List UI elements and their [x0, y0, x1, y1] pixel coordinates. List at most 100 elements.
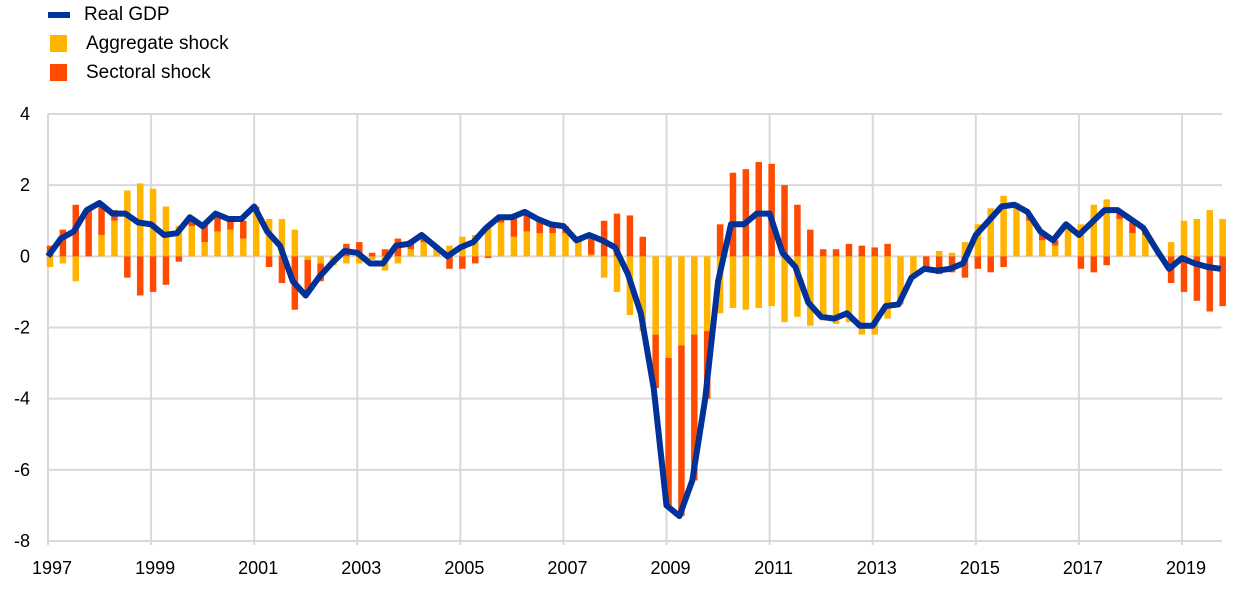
sectoral-shock-bar: [459, 256, 466, 269]
sectoral-shock-bar: [974, 256, 982, 269]
sectoral-shock-bar: [755, 162, 762, 257]
x-tick-label: 2001: [238, 558, 278, 578]
legend: Real GDP Aggregate shock Sectoral shock: [48, 0, 229, 87]
aggregate-shock-bar: [1064, 224, 1072, 257]
sectoral-shock-bar: [613, 213, 621, 257]
y-tick-label: -4: [14, 389, 30, 409]
sectoral-shock-bar: [1077, 256, 1085, 269]
sectoral-shock-bar: [265, 256, 273, 268]
aggregate-shock-bar: [72, 256, 80, 282]
sectoral-shock-bar: [948, 256, 956, 273]
aggregate-shock-bar: [536, 233, 543, 257]
aggregate-shock-bar: [497, 222, 505, 257]
sectoral-shock-bar: [549, 224, 556, 234]
aggregate-shock-bar: [1000, 195, 1007, 257]
sectoral-shock-bar: [961, 256, 969, 278]
sectoral-shock-bar: [175, 256, 183, 262]
sectoral-shock-bar: [446, 256, 453, 269]
aggregate-shock-bar: [1090, 204, 1098, 257]
aggregate-shock-bar: [278, 218, 286, 257]
legend-swatch: [50, 35, 67, 52]
sectoral-shock-bar: [536, 220, 543, 234]
sectoral-shock-bar: [639, 236, 647, 257]
aggregate-shock-bar: [613, 256, 621, 292]
aggregate-shock-bar: [587, 254, 595, 257]
x-tick-label: 2013: [857, 558, 897, 578]
y-tick-label: -6: [14, 460, 30, 480]
sectoral-shock-bar: [124, 256, 131, 278]
sectoral-shock-bar: [381, 249, 389, 257]
legend-item-real-gdp: Real GDP: [48, 0, 229, 29]
aggregate-shock-bar: [897, 256, 904, 305]
aggregate-shock-bar: [1116, 218, 1123, 257]
aggregate-shock-bar: [214, 231, 221, 257]
aggregate-shock-bar: [961, 242, 969, 257]
aggregate-shock-bar: [819, 256, 827, 321]
aggregate-shock-bar: [98, 234, 105, 257]
aggregate-shock-bar: [484, 227, 492, 257]
legend-line-swatch: [48, 11, 70, 18]
sectoral-shock-bar: [510, 217, 518, 237]
aggregate-shock-bar: [575, 242, 582, 257]
aggregate-shock-bar: [1026, 220, 1033, 257]
aggregate-shock-bar: [768, 256, 775, 307]
aggregate-shock-bar: [420, 242, 427, 257]
sectoral-shock-bar: [858, 245, 866, 257]
aggregate-shock-bar: [124, 190, 131, 257]
sectoral-shock-bar: [1219, 256, 1226, 307]
x-tick-label: 2003: [341, 558, 381, 578]
legend-label: Aggregate shock: [86, 32, 229, 54]
legend-label: Sectoral shock: [86, 61, 211, 83]
sectoral-shock-bar: [871, 247, 878, 257]
aggregate-shock-bar: [472, 234, 479, 257]
sectoral-shock-bar: [691, 334, 698, 481]
aggregate-shock-bar: [549, 233, 556, 257]
sectoral-shock-bar: [162, 256, 170, 285]
aggregate-shock-bar: [781, 256, 788, 323]
sectoral-shock-bar: [794, 204, 801, 257]
aggregate-shock-bar: [523, 231, 531, 257]
sectoral-shock-bar: [1180, 256, 1188, 292]
aggregate-shock-bar: [1129, 233, 1136, 257]
aggregate-shock-bar: [935, 250, 943, 257]
sectoral-shock-bar: [1206, 256, 1214, 312]
y-tick-label: 0: [20, 246, 30, 266]
aggregate-shock-bar: [703, 256, 711, 332]
aggregate-shock-bar: [1077, 224, 1085, 257]
sectoral-shock-bar: [356, 242, 363, 257]
sectoral-shock-bar: [214, 213, 221, 232]
sectoral-shock-bar: [884, 243, 891, 257]
sectoral-shock-bar: [587, 234, 595, 255]
sectoral-shock-bar: [98, 206, 105, 235]
gridlines: [47, 113, 1222, 545]
aggregate-shock-bar: [252, 210, 260, 257]
aggregate-shock-bar: [240, 238, 247, 257]
sectoral-shock-bar: [1103, 256, 1110, 266]
sectoral-shock-bar: [845, 243, 853, 257]
aggregate-shock-bar: [46, 256, 54, 268]
sectoral-shock-bar: [626, 215, 634, 257]
legend-swatch: [50, 64, 67, 81]
x-axis-ticks: 1997 1999 2001 2003 2005 2007 2009 2011 2013 2015…: [32, 558, 1206, 578]
sectoral-shock-bar: [987, 256, 994, 273]
x-tick-label: 2015: [960, 558, 1000, 578]
y-tick-label: -2: [14, 318, 30, 338]
sectoral-shock-bar: [1000, 256, 1007, 268]
sectoral-shock-bar: [136, 256, 144, 296]
real-gdp-line: [45, 200, 1222, 520]
sectoral-shock-bar: [278, 256, 286, 284]
aggregate-shock-bar: [948, 252, 956, 257]
sectoral-shock-bar: [729, 172, 737, 257]
sectoral-shock-bar: [768, 163, 775, 257]
y-tick-label: 4: [20, 104, 30, 124]
sectoral-shock-bar: [59, 229, 67, 257]
sectoral-shock-bar: [652, 334, 659, 388]
aggregate-shock-bar: [317, 256, 324, 264]
x-tick-label: 1999: [135, 558, 175, 578]
aggregate-shock-bar: [407, 249, 415, 257]
aggregate-shock-bar: [59, 256, 67, 264]
x-tick-label: 1997: [32, 558, 72, 578]
aggregate-shock-bar: [884, 256, 891, 319]
aggregate-shock-bar: [1193, 218, 1201, 257]
